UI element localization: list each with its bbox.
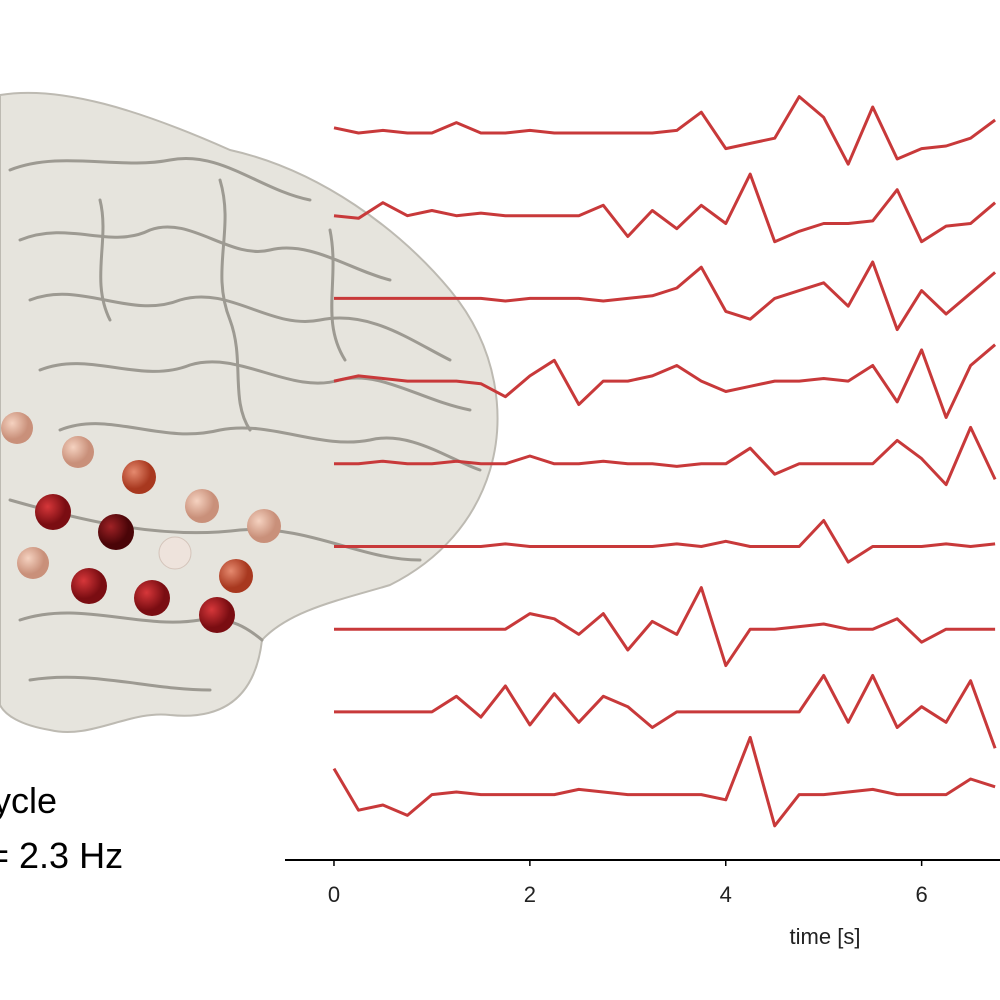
x-tick-label: 0 [328,882,340,907]
trace [333,95,996,166]
annotation: cycle [0,780,57,821]
annotation: = 2.3 Hz [0,835,123,876]
trace [334,586,996,668]
brain-image [0,91,499,734]
trace [333,172,997,244]
trace [334,519,996,564]
trace [334,425,997,487]
trace [334,674,997,749]
x-axis-label: time [s] [790,924,861,949]
x-tick-label: 4 [720,882,732,907]
x-tick-label: 6 [916,882,928,907]
trace [333,343,997,419]
x-tick-label: 2 [524,882,536,907]
trace [332,735,996,828]
trace [334,260,997,332]
